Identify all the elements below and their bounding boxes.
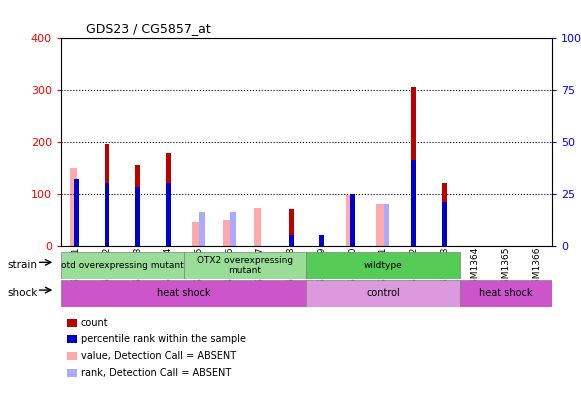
Text: heat shock: heat shock bbox=[157, 288, 210, 299]
Text: control: control bbox=[366, 288, 400, 299]
Bar bbox=[184, 252, 307, 279]
Bar bbox=[230, 212, 235, 246]
Bar bbox=[307, 280, 460, 307]
Bar bbox=[223, 219, 231, 246]
Bar bbox=[320, 235, 324, 246]
Bar bbox=[199, 212, 205, 246]
Text: count: count bbox=[81, 318, 109, 328]
Bar bbox=[74, 179, 79, 246]
Text: GDS23 / CG5857_at: GDS23 / CG5857_at bbox=[85, 22, 210, 35]
Text: heat shock: heat shock bbox=[479, 288, 533, 299]
Bar bbox=[105, 144, 109, 246]
Text: otd overexpressing mutant: otd overexpressing mutant bbox=[61, 261, 184, 270]
Bar bbox=[350, 194, 355, 246]
Bar bbox=[411, 87, 417, 246]
Bar bbox=[70, 168, 77, 246]
Bar bbox=[192, 222, 200, 246]
Bar bbox=[383, 204, 389, 246]
Bar bbox=[61, 252, 184, 279]
Text: shock: shock bbox=[7, 288, 37, 298]
Bar bbox=[135, 165, 140, 246]
Bar bbox=[105, 183, 109, 246]
Bar bbox=[346, 195, 353, 246]
Bar bbox=[307, 252, 460, 279]
Text: strain: strain bbox=[7, 260, 37, 270]
Bar bbox=[442, 202, 447, 246]
Bar bbox=[135, 187, 140, 246]
Bar bbox=[411, 160, 417, 246]
Bar bbox=[254, 208, 261, 246]
Text: wildtype: wildtype bbox=[364, 261, 403, 270]
Text: percentile rank within the sample: percentile rank within the sample bbox=[81, 334, 246, 345]
Text: value, Detection Call = ABSENT: value, Detection Call = ABSENT bbox=[81, 351, 236, 361]
Bar bbox=[289, 235, 293, 246]
Text: OTX2 overexpressing
mutant: OTX2 overexpressing mutant bbox=[197, 256, 293, 275]
Bar bbox=[289, 209, 293, 246]
Bar bbox=[166, 153, 171, 246]
Text: rank, Detection Call = ABSENT: rank, Detection Call = ABSENT bbox=[81, 367, 231, 378]
Bar bbox=[442, 183, 447, 246]
Bar bbox=[350, 194, 355, 246]
Bar bbox=[376, 204, 384, 246]
Bar bbox=[460, 280, 552, 307]
Bar bbox=[61, 280, 307, 307]
Bar bbox=[320, 240, 324, 246]
Bar bbox=[166, 183, 171, 246]
